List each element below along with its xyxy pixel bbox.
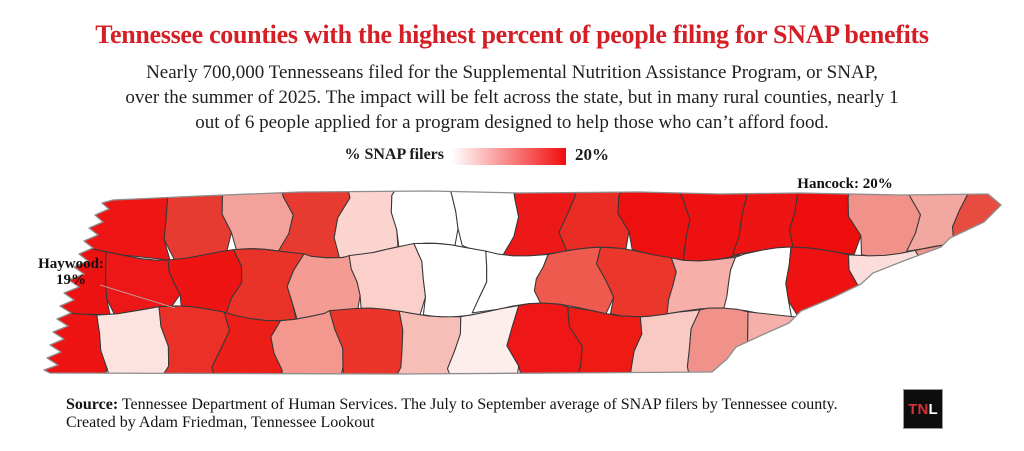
county-shape: [746, 305, 1001, 374]
annotation-haywood-value: 19%: [56, 272, 86, 288]
county-shape: [672, 191, 748, 262]
source-line-2: Created by Adam Friedman, Tennessee Look…: [66, 414, 375, 431]
county-shape: [567, 306, 643, 374]
legend-gradient-bar: [452, 148, 566, 165]
county-shape: [211, 311, 283, 374]
source-text: Tennessee Department of Human Services. …: [118, 396, 838, 413]
county-shape: [446, 304, 520, 374]
county-shape: [506, 302, 583, 374]
annotation-hancock: Hancock: 20%: [797, 176, 893, 192]
logo-letter-l: L: [928, 400, 938, 418]
source-line-1: Source: Tennessee Department of Human Se…: [66, 396, 838, 414]
state-border: [43, 190, 1002, 375]
county-shape: [445, 191, 520, 257]
county-shape: [847, 249, 926, 315]
county-shape: [44, 191, 176, 261]
county-shape: [329, 307, 404, 374]
tnl-logo: TN L: [903, 389, 943, 429]
legend-label: % SNAP filers: [344, 146, 444, 163]
source-note: Source: Tennessee Department of Human Se…: [66, 396, 838, 432]
legend-max-label: 20%: [575, 145, 609, 164]
county-shape: [163, 191, 232, 261]
annotation-haywood: Haywood: 19%: [34, 256, 108, 288]
county-shape: [96, 306, 170, 374]
logo-letters-tn: TN: [908, 400, 929, 418]
subtitle: Nearly 700,000 Tennesseans filed for the…: [0, 60, 1024, 135]
county-shape: [270, 310, 344, 374]
subtitle-line-2: over the summer of 2025. The impact will…: [125, 87, 899, 108]
county-shape: [390, 191, 459, 248]
subtitle-line-3: out of 6 people applied for a program de…: [195, 112, 829, 133]
source-prefix: Source:: [66, 396, 119, 413]
choropleth-svg: [43, 190, 1002, 375]
county-shape: [628, 309, 701, 374]
tennessee-county-map: Hancock: 20% Haywood: 19%: [0, 172, 1024, 407]
page-title: Tennessee counties with the highest perc…: [95, 20, 929, 49]
county-shape: [154, 305, 231, 374]
county-shape: [221, 191, 294, 253]
county-shape: [390, 310, 462, 374]
county-shape: [348, 242, 427, 316]
subtitle-line-1: Nearly 700,000 Tennesseans filed for the…: [146, 62, 878, 83]
county-shape: [617, 191, 691, 261]
county-shape: [909, 243, 1001, 316]
county-shape: [686, 307, 757, 374]
haywood-leader-line: [99, 284, 176, 309]
annotation-haywood-name: Haywood:: [38, 256, 104, 272]
